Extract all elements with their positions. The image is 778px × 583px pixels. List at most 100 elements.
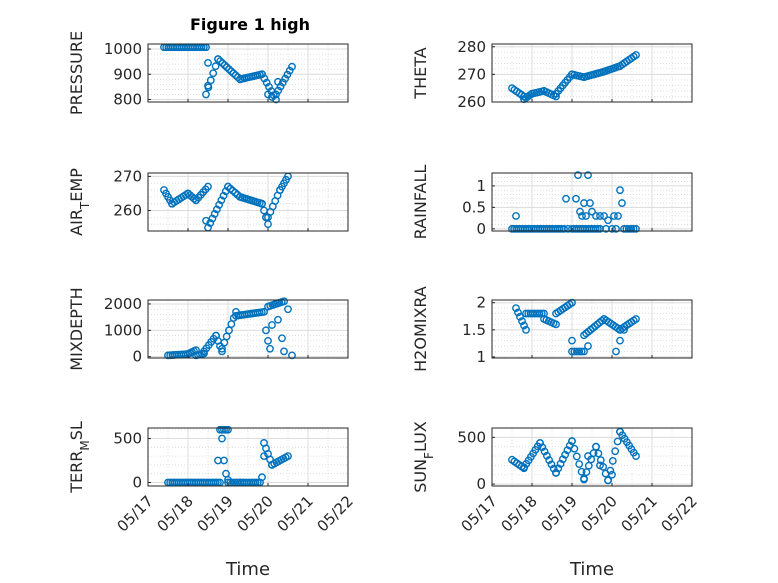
data-point (564, 224, 572, 233)
y-axis-label: SUNFLUX (411, 421, 436, 493)
data-point (284, 305, 292, 314)
y-tick-label: 1.5 (462, 321, 486, 339)
data-point (204, 59, 212, 67)
subplot-5: 0 1000 2000 MIXDEPTH (67, 287, 349, 371)
subplot-3: 260 270 AIRTEMP (67, 167, 349, 236)
axes-background (148, 428, 348, 486)
data-point (578, 212, 586, 220)
y-tick-label: 0.5 (462, 198, 486, 216)
data-point (265, 82, 273, 91)
data-point (260, 452, 268, 461)
data-point (204, 81, 212, 90)
data-point (542, 451, 551, 460)
data-point (190, 194, 198, 203)
data-point (562, 194, 570, 203)
data-point (216, 57, 225, 66)
data-point (580, 347, 588, 356)
data-point (258, 70, 266, 79)
data-point (574, 171, 582, 180)
y-tick-label: 0 (132, 348, 142, 366)
data-point (588, 207, 596, 216)
axes-frame (147, 43, 349, 103)
data-point (577, 347, 586, 356)
data-point (620, 224, 628, 233)
y-tick-label: 2 (476, 294, 486, 312)
data-point (274, 86, 283, 95)
data-point (202, 90, 210, 99)
data-point (570, 444, 579, 453)
x-tick-label: 05/22 (658, 492, 701, 535)
y-axis-label: TERRMSL (67, 421, 92, 494)
data-point (560, 224, 568, 233)
data-point (608, 224, 616, 233)
y-tick-label: 500 (457, 428, 486, 446)
axes-frame (491, 172, 693, 232)
data-point (512, 304, 520, 313)
data-point (612, 224, 620, 233)
data-point (218, 347, 226, 356)
data-point (538, 443, 547, 452)
data-point (610, 212, 618, 220)
data-point (586, 199, 594, 207)
data-point (540, 309, 548, 318)
data-point (575, 347, 584, 356)
data-point (584, 342, 592, 350)
data-point (594, 449, 603, 458)
data-point (258, 199, 266, 208)
data-point (575, 460, 584, 469)
data-point (204, 182, 212, 191)
data-point (568, 437, 576, 445)
data-point (582, 212, 590, 220)
data-point (218, 434, 226, 443)
y-tick-label: 0 (132, 473, 142, 491)
x-tick-label: 05/18 (498, 492, 541, 535)
data-point (632, 452, 640, 460)
data-point (220, 456, 228, 465)
x-tick-label: 05/17 (458, 492, 501, 535)
data-point (220, 61, 229, 70)
data-point (592, 442, 600, 451)
y-tick-label: 0 (476, 475, 486, 493)
data-point (264, 336, 272, 345)
data-point (206, 219, 215, 227)
data-point (278, 334, 286, 343)
data-point (514, 308, 522, 317)
data-point (209, 69, 218, 78)
data-point (614, 212, 622, 220)
axes-frame (491, 427, 693, 487)
data-point (540, 447, 549, 456)
data-point (258, 473, 266, 482)
data-point (214, 55, 222, 64)
data-point (217, 196, 226, 205)
data-point (231, 71, 240, 80)
y-axis-label: MIXDEPTH (67, 287, 86, 370)
data-point (596, 461, 604, 470)
data-point (622, 224, 631, 233)
axes-frame (491, 299, 693, 359)
data-point (596, 212, 604, 220)
x-tick-label: 05/21 (274, 492, 317, 535)
y-tick-label: 260 (113, 202, 142, 220)
data-point (210, 210, 219, 218)
data-point (536, 439, 544, 447)
data-point (582, 468, 591, 477)
y-axis-label: H2OMIXRA (411, 286, 430, 372)
data-point (512, 212, 520, 220)
data-point (549, 464, 558, 473)
data-point (604, 216, 612, 225)
data-point (222, 63, 231, 72)
data-point (584, 452, 592, 460)
data-point (281, 74, 290, 83)
y-tick-label: 900 (113, 65, 142, 83)
data-point (572, 194, 580, 203)
data-point (592, 212, 600, 220)
data-point (547, 460, 556, 469)
axes-background (492, 300, 692, 358)
data-point (522, 325, 530, 334)
data-point (262, 213, 270, 222)
axes-frame (491, 43, 693, 103)
data-point (262, 78, 271, 87)
